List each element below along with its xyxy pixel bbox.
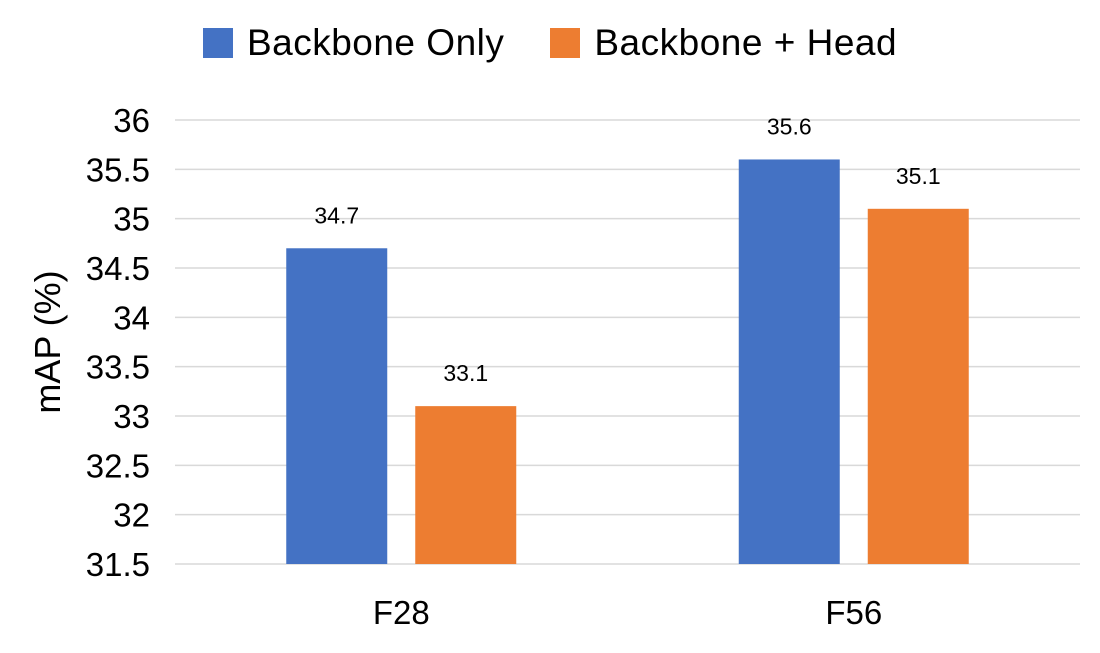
data-label: 35.6 [767, 113, 812, 139]
y-tick-label: 36 [113, 102, 150, 139]
y-tick-label: 33.5 [86, 349, 150, 386]
data-label: 33.1 [443, 360, 488, 386]
y-tick-label: 32.5 [86, 447, 150, 484]
bar [738, 159, 840, 564]
bar [867, 208, 969, 565]
y-tick-label: 35.5 [86, 151, 150, 188]
y-tick-label: 34.5 [86, 250, 150, 287]
x-tick-label: F56 [825, 594, 882, 631]
legend-swatch-backbone-only [202, 28, 233, 58]
data-label: 35.1 [896, 163, 941, 189]
legend-item-backbone-only: Backbone Only [202, 22, 505, 64]
data-label: 34.7 [314, 202, 359, 228]
bar [415, 406, 517, 564]
bar [286, 248, 388, 564]
legend-label-backbone-only: Backbone Only [246, 22, 505, 63]
y-tick-label: 32 [113, 497, 150, 534]
y-tick-label: 33 [113, 398, 150, 435]
y-tick-label: 31.5 [86, 546, 150, 583]
x-tick-label: F28 [373, 594, 430, 631]
legend-label-backbone-head: Backbone + Head [594, 22, 898, 63]
legend-item-backbone-head: Backbone + Head [550, 22, 897, 64]
y-tick-label: 34 [113, 299, 150, 336]
y-tick-label: 35 [113, 201, 150, 238]
legend-swatch-backbone-head [550, 28, 581, 58]
legend: Backbone Only Backbone + Head [0, 22, 1100, 64]
